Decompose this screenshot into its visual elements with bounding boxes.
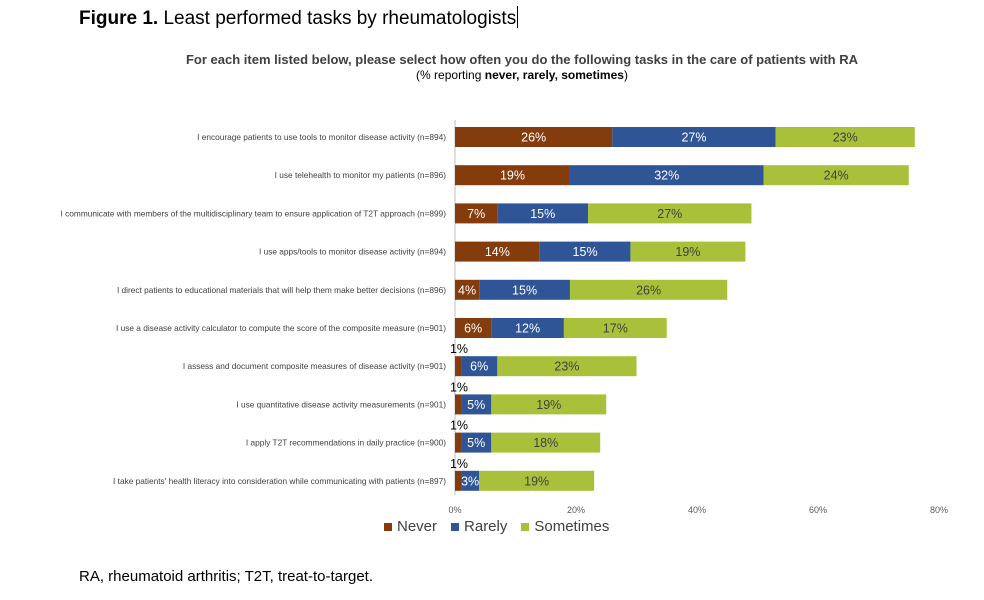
data-label: 3% bbox=[461, 474, 479, 488]
chart-subtitle: (% reporting never, rarely, sometimes) bbox=[0, 68, 984, 82]
data-label: 7% bbox=[467, 207, 485, 221]
data-label: 1% bbox=[450, 342, 468, 356]
data-label: 26% bbox=[521, 131, 546, 145]
stacked-bar-chart: I encourage patients to use tools to mon… bbox=[61, 120, 948, 515]
data-label: 27% bbox=[657, 207, 682, 221]
x-tick-label: 80% bbox=[930, 505, 948, 515]
bar-segment-never bbox=[455, 241, 540, 262]
bar-segment-never bbox=[455, 279, 480, 300]
x-tick-label: 20% bbox=[567, 505, 585, 515]
bar-segment-sometimes bbox=[491, 432, 601, 453]
data-label: 1% bbox=[450, 380, 468, 394]
chart-subtitle-prefix: (% reporting bbox=[416, 68, 485, 82]
figure-footnote: RA, rheumatoid arthritis; T2T, treat-to-… bbox=[79, 568, 374, 585]
bar-segment-sometimes bbox=[491, 394, 607, 415]
data-label: 19% bbox=[536, 398, 561, 412]
bar-segment-rarely bbox=[479, 279, 570, 300]
bar-segment-rarely bbox=[461, 432, 492, 453]
bar-segment-sometimes bbox=[763, 165, 909, 186]
data-label: 19% bbox=[500, 169, 525, 183]
legend-swatch-rarely bbox=[451, 522, 460, 531]
bar-segment-sometimes bbox=[563, 318, 667, 338]
data-label: 19% bbox=[675, 245, 700, 259]
bar-segment-rarely bbox=[461, 356, 498, 377]
data-label: 12% bbox=[515, 322, 540, 336]
bar-segment-sometimes bbox=[588, 203, 752, 224]
data-label: 1% bbox=[450, 419, 468, 433]
data-label: 15% bbox=[512, 283, 537, 297]
data-label: 19% bbox=[524, 474, 549, 488]
category-label: I direct patients to educational materia… bbox=[117, 285, 446, 295]
legend-item-never: Never bbox=[384, 518, 437, 535]
data-label: 17% bbox=[603, 322, 628, 336]
data-label: 32% bbox=[654, 169, 679, 183]
bar-segment-rarely bbox=[491, 318, 564, 338]
figure-title: Figure 1. Least performed tasks by rheum… bbox=[79, 6, 519, 30]
data-label: 6% bbox=[470, 360, 488, 374]
bar-segment-rarely bbox=[497, 203, 589, 224]
chart-title: For each item listed below, please selec… bbox=[185, 52, 859, 67]
chart-subtitle-suffix: ) bbox=[623, 68, 628, 82]
category-label: I assess and document composite measures… bbox=[183, 361, 446, 371]
bar-segment-sometimes bbox=[775, 127, 915, 147]
legend-swatch-sometimes bbox=[521, 522, 530, 531]
text-cursor bbox=[517, 6, 519, 28]
figure-label: Figure 1. bbox=[79, 8, 159, 29]
legend-label-never: Never bbox=[397, 518, 438, 535]
chart-legend: Never Rarely Sometimes bbox=[384, 518, 623, 535]
data-label: 5% bbox=[467, 436, 485, 450]
data-label: 5% bbox=[467, 398, 485, 412]
bar-segment-never bbox=[455, 432, 462, 453]
bar-segment-sometimes bbox=[569, 279, 728, 300]
x-tick-label: 0% bbox=[448, 505, 461, 515]
bar-segment-rarely bbox=[569, 165, 764, 186]
data-label: 18% bbox=[533, 436, 558, 450]
legend-swatch-never bbox=[384, 522, 392, 531]
data-label: 27% bbox=[681, 131, 706, 145]
bar-segment-never bbox=[455, 394, 462, 415]
x-tick-label: 40% bbox=[688, 505, 706, 515]
data-label: 24% bbox=[824, 169, 849, 183]
x-tick-label: 60% bbox=[809, 505, 827, 515]
chart-subtitle-bold: never, rarely, sometimes bbox=[484, 68, 624, 82]
data-label: 1% bbox=[450, 457, 468, 471]
bar-segment-sometimes bbox=[497, 356, 637, 377]
figure-title-text: Least performed tasks by rheumatologists bbox=[158, 8, 517, 29]
category-label: I communicate with members of the multid… bbox=[61, 208, 447, 218]
bar-segment-sometimes bbox=[630, 241, 746, 262]
data-label: 6% bbox=[464, 322, 482, 336]
bar-segment-rarely bbox=[461, 470, 480, 491]
legend-item-rarely: Rarely bbox=[451, 518, 507, 535]
data-label: 15% bbox=[573, 245, 598, 259]
data-label: 23% bbox=[554, 360, 579, 374]
data-label: 23% bbox=[833, 131, 858, 145]
legend-label-sometimes: Sometimes bbox=[534, 518, 610, 535]
bar-segment-never bbox=[455, 318, 492, 338]
data-label: 26% bbox=[636, 283, 661, 297]
bar-segment-never bbox=[455, 127, 613, 147]
data-label: 4% bbox=[458, 283, 476, 297]
bar-segment-sometimes bbox=[479, 470, 595, 491]
bar-segment-rarely bbox=[461, 394, 492, 415]
data-label: 14% bbox=[485, 245, 510, 259]
bar-segment-never bbox=[455, 470, 462, 491]
legend-label-rarely: Rarely bbox=[464, 518, 508, 535]
bar-segment-never bbox=[455, 203, 498, 224]
bar-segment-never bbox=[455, 165, 570, 186]
bar-segment-rarely bbox=[539, 241, 631, 262]
data-label: 15% bbox=[530, 207, 555, 221]
bar-segment-rarely bbox=[612, 127, 776, 147]
category-label: I use apps/tools to monitor disease acti… bbox=[259, 247, 446, 257]
category-label: I encourage patients to use tools to mon… bbox=[197, 132, 446, 142]
legend-item-sometimes: Sometimes bbox=[521, 518, 609, 535]
category-label: I take patients' health literacy into co… bbox=[113, 476, 446, 486]
category-label: I use quantitative disease activity meas… bbox=[236, 399, 446, 409]
category-label: I use a disease activity calculator to c… bbox=[116, 323, 446, 333]
bar-segment-never bbox=[455, 356, 462, 377]
category-label: I apply T2T recommendations in daily pra… bbox=[246, 438, 446, 448]
category-label: I use telehealth to monitor my patients … bbox=[275, 170, 447, 180]
